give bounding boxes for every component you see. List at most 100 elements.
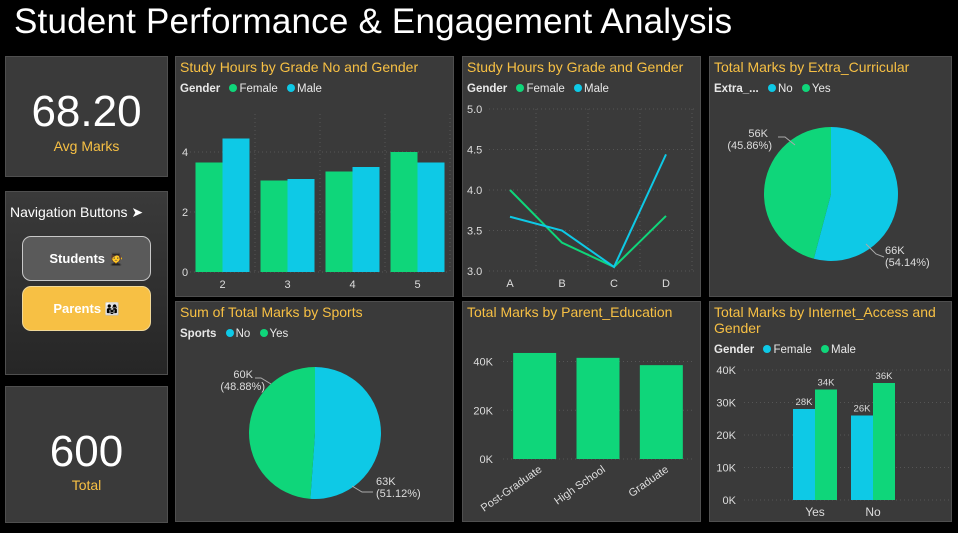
- bar: [513, 352, 557, 459]
- legend-item-yes[interactable]: Yes: [801, 83, 831, 95]
- y-tick-label: 5.0: [467, 104, 482, 116]
- x-tick-label: A: [506, 278, 514, 290]
- y-tick-label: 2: [182, 207, 188, 219]
- extra-curricular-chart[interactable]: Total Marks by Extra_Curricular Extra_..…: [709, 56, 952, 297]
- slice-percent-label: (51.12%): [376, 488, 421, 500]
- y-tick-label: 40K: [473, 357, 493, 369]
- dashboard-title: Student Performance & Engagement Analysi…: [14, 2, 733, 41]
- pie-slice: [248, 367, 315, 499]
- bar: [195, 162, 223, 272]
- slice-percent-label: (45.86%): [727, 140, 772, 152]
- legend-item-male[interactable]: Male: [287, 83, 322, 95]
- navigation-title-text: Navigation Buttons: [10, 204, 128, 220]
- green-dot-icon: [259, 329, 268, 337]
- legend-item-male[interactable]: Male: [821, 344, 856, 356]
- legend-item-no[interactable]: No: [225, 328, 250, 340]
- slice-value-label: 56K: [748, 128, 768, 140]
- bar: [639, 365, 683, 459]
- leader-line: [778, 136, 796, 146]
- x-tick-label: 4: [349, 279, 355, 291]
- grouped-bar-chart: 0 2 4 2 3 4 5: [182, 114, 451, 291]
- legend-label: Male: [584, 83, 609, 95]
- y-tick-label: 4.5: [467, 145, 482, 157]
- study-hours-grade-chart[interactable]: Study Hours by Grade and Gender Gender F…: [462, 56, 701, 297]
- slice-value-label: 60K: [233, 369, 253, 381]
- bar: [873, 383, 895, 500]
- bar: [390, 152, 418, 272]
- x-tick-label: Graduate: [627, 464, 671, 500]
- students-button[interactable]: Students 🧑‍🎓: [22, 236, 151, 281]
- parents-button[interactable]: Parents 👨‍👩‍👧: [22, 286, 151, 331]
- study-hours-grade-no-chart[interactable]: Study Hours by Grade No and Gender Gende…: [175, 56, 454, 297]
- parents-button-label: Parents: [53, 301, 102, 316]
- y-tick-label: 4: [182, 147, 188, 159]
- legend-label: Male: [297, 83, 322, 95]
- green-dot-icon: [516, 84, 525, 92]
- chart-title: Total Marks by Internet_Access and Gende…: [714, 304, 936, 336]
- pie-chart: 63K(51.12%) 60K(48.88%): [220, 367, 421, 500]
- legend-item-male[interactable]: Male: [574, 83, 609, 95]
- cyan-dot-icon: [225, 329, 234, 337]
- arrow-right-icon: ➤: [131, 204, 144, 220]
- data-label: 34K: [818, 378, 836, 389]
- x-tick-label: 3: [284, 279, 290, 291]
- leader-line: [255, 377, 272, 385]
- y-tick-label: 0: [182, 267, 188, 279]
- chart-title: Study Hours by Grade No and Gender: [180, 59, 419, 75]
- data-label: 26K: [854, 404, 872, 415]
- legend-item-female[interactable]: Female: [763, 344, 812, 356]
- avg-marks-value: 68.20: [31, 87, 142, 136]
- legend-label: Yes: [269, 328, 289, 340]
- y-tick-label: 4.0: [467, 185, 482, 197]
- pie-slice: [813, 127, 898, 261]
- x-tick-label: High School: [552, 464, 607, 508]
- legend-label: No: [777, 83, 793, 95]
- x-tick-label: Post-Graduate: [479, 464, 544, 515]
- y-tick-label: 3.5: [467, 226, 482, 238]
- pie-chart: 66K(54.14%) 56K(45.86%): [727, 127, 930, 269]
- total-label: Total: [71, 477, 102, 493]
- legend-item-yes[interactable]: Yes: [259, 328, 289, 340]
- sports-chart[interactable]: Sum of Total Marks by Sports Sports No Y…: [175, 301, 454, 522]
- leader-line: [865, 243, 885, 258]
- bar: [576, 357, 620, 459]
- cyan-dot-icon: [574, 84, 583, 92]
- pie-slice: [764, 127, 831, 259]
- chart-legend: Gender Female Male: [714, 344, 862, 356]
- cyan-dot-icon: [763, 345, 772, 353]
- family-icon: 👨‍👩‍👧: [104, 301, 120, 316]
- x-tick-label: 2: [219, 279, 225, 291]
- slice-value-label: 66K: [885, 245, 905, 257]
- chart-title: Study Hours by Grade and Gender: [467, 59, 684, 75]
- legend-item-female[interactable]: Female: [229, 83, 278, 95]
- student-icon: 🧑‍🎓: [108, 251, 124, 266]
- y-tick-label: 10K: [716, 463, 736, 475]
- y-tick-label: 0K: [480, 454, 494, 466]
- legend-item-female[interactable]: Female: [516, 83, 565, 95]
- bar: [352, 167, 380, 272]
- series-line: [509, 189, 667, 269]
- y-tick-label: 20K: [473, 405, 493, 417]
- x-tick-label: B: [558, 278, 565, 290]
- bar: [851, 415, 873, 500]
- internet-access-chart[interactable]: Total Marks by Internet_Access and Gende…: [709, 301, 952, 522]
- leader-line: [351, 485, 373, 493]
- chart-legend: Gender Female Male: [180, 83, 328, 95]
- legend-title: Sports: [180, 328, 217, 340]
- chart-title: Total Marks by Extra_Curricular: [714, 59, 910, 75]
- bar-chart: 0K 20K 40K Post-Graduate High School Graduate: [473, 352, 693, 515]
- bar: [417, 162, 445, 272]
- bar: [325, 171, 353, 272]
- slice-percent-label: (54.14%): [885, 257, 930, 269]
- x-tick-label: C: [610, 278, 618, 290]
- parent-education-chart[interactable]: Total Marks by Parent_Education 0K 20K 40K…: [462, 301, 701, 522]
- legend-item-no[interactable]: No: [767, 83, 793, 95]
- data-label: 36K: [876, 371, 894, 382]
- avg-marks-card: 68.20 Avg Marks: [5, 56, 168, 177]
- data-label: 28K: [796, 397, 814, 408]
- y-tick-label: 40K: [716, 365, 736, 377]
- x-tick-label: 5: [414, 279, 420, 291]
- grouped-bar-chart: 0K 10K 20K 30K 40K 28K 34K Yes 26K 36K No: [716, 365, 950, 519]
- slice-percent-label: (48.88%): [220, 381, 265, 393]
- legend-title: Extra_...: [714, 83, 759, 95]
